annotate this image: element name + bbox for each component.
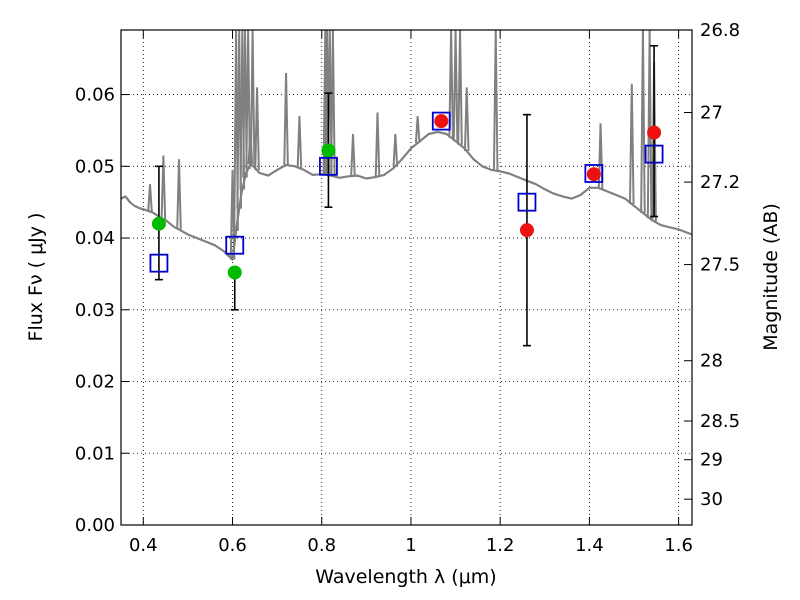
emission-line-spike (283, 73, 289, 165)
tick-labels: 0.4 0.6 0.8 1 1.2 1.4 1.6 0.00 0.01 0.02 0.03 0.04 0… (75, 20, 740, 556)
emission-line-spike (249, 30, 256, 166)
mag-tick-label: 27 (700, 103, 723, 124)
y-tick-label: 0.03 (75, 300, 115, 321)
y-tick-label: 0.02 (75, 372, 115, 393)
emission-line-spike (160, 155, 167, 220)
axis-ticks (121, 29, 692, 526)
model-photometry-square (644, 144, 664, 164)
model-photometry-square (149, 253, 169, 273)
emission-line-spike (414, 116, 421, 144)
mag-tick-label: 30 (700, 489, 723, 510)
emission-line-spike (640, 30, 646, 213)
emission-line-spike (374, 112, 381, 177)
mag-tick-label: 28 (700, 351, 723, 372)
right-axis-label: Magnitude (AB) (760, 203, 782, 351)
emission-line-spike (448, 30, 454, 138)
y-tick-label: 0.01 (75, 443, 115, 464)
x-tick-label: 1.4 (575, 535, 604, 556)
x-tick-label: 1 (405, 535, 416, 556)
x-tick-label: 0.4 (129, 535, 158, 556)
y-tick-label: 0.06 (75, 85, 115, 106)
model-photometry-square (431, 111, 451, 131)
emission-line-spike (492, 30, 499, 171)
mag-tick-label: 29 (700, 450, 723, 471)
y-axis-label: Flux Fν ( μJy ) (25, 213, 47, 342)
y-tick-label: 0.00 (75, 515, 115, 536)
mag-tick-label: 27.5 (700, 255, 740, 276)
ir-photometry-point (519, 223, 534, 238)
emission-line-spike (646, 30, 653, 219)
x-tick-label: 1.2 (486, 535, 515, 556)
mag-tick-label: 27.2 (700, 172, 740, 193)
emission-line-spike (330, 30, 336, 177)
emission-line-spike (254, 87, 260, 171)
grid-lines (121, 30, 692, 526)
hst-photometry-point (227, 265, 242, 280)
data-layer (121, 30, 692, 347)
emission-line-spike (350, 133, 356, 177)
x-axis-label: Wavelength λ (μm) (315, 566, 496, 588)
x-tick-label: 0.8 (307, 535, 336, 556)
emission-line-spike (628, 83, 635, 204)
emission-line-spike (452, 30, 459, 142)
mag-tick-label: 28.5 (700, 411, 740, 432)
ir-photometry-point (586, 167, 601, 182)
hst-photometry-point (321, 143, 336, 158)
mag-tick-label: 26.8 (700, 20, 740, 41)
model-photometry-square (225, 235, 245, 255)
ir-photometry-point (434, 114, 449, 129)
y-tick-label: 0.05 (75, 156, 115, 177)
emission-line-spike (176, 159, 182, 230)
emission-line-spike (245, 30, 251, 169)
model-photometry-square (584, 164, 604, 183)
emission-line-spike (147, 184, 153, 212)
hst-photometry-point (151, 216, 166, 231)
model-photometry-square (517, 192, 537, 212)
model-photometry-square (319, 156, 338, 176)
emission-line-spike (296, 116, 303, 169)
plot-frame (120, 29, 693, 526)
emission-line-spike (457, 30, 463, 145)
y-tick-label: 0.04 (75, 228, 115, 249)
model-spectrum-line (121, 130, 692, 261)
emission-line-spike (392, 133, 399, 167)
ir-photometry-point (647, 125, 662, 140)
x-tick-label: 1.6 (664, 535, 693, 556)
emission-line-spike (463, 87, 470, 152)
x-tick-label: 0.6 (218, 535, 247, 556)
